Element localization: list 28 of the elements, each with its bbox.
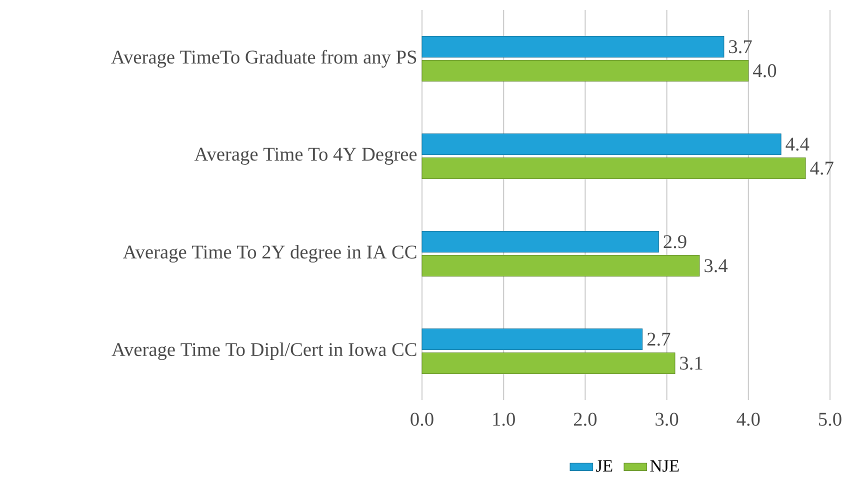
- data-label: 4.4: [786, 138, 810, 151]
- bar: [422, 254, 700, 277]
- x-tick-label: 4.0: [736, 412, 760, 426]
- data-label: 3.7: [729, 40, 752, 54]
- x-tick-label: 1.0: [493, 412, 515, 426]
- y-tick-label: Average Time To 2Y degree in IA CC: [122, 244, 416, 263]
- data-label: 4.7: [810, 162, 834, 175]
- data-label: 3.4: [704, 259, 728, 272]
- bar: [422, 133, 782, 156]
- data-label: 2.7: [647, 332, 670, 346]
- bar: [422, 230, 659, 253]
- bar: [422, 60, 749, 82]
- legend-label: NJE: [650, 460, 679, 472]
- y-tick-label: Average TimeTo Graduate from any PS: [111, 50, 416, 68]
- x-tick-label: 3.0: [656, 412, 678, 426]
- legend-label: JE: [596, 460, 612, 472]
- x-tick-label: 2.0: [574, 412, 597, 426]
- data-label: 4.0: [753, 64, 776, 78]
- bar: [422, 352, 676, 374]
- y-tick-label: Average Time To Dipl/Cert in Iowa CC: [112, 342, 416, 360]
- data-label: 3.1: [680, 356, 702, 370]
- bar: [422, 328, 643, 350]
- bar: [422, 157, 806, 180]
- x-tick-label: 0.0: [410, 412, 434, 426]
- y-tick-label: Average Time To 4Y Degree: [194, 148, 417, 165]
- data-label: 2.9: [664, 235, 686, 248]
- bar: [422, 36, 724, 58]
- x-tick-label: 5.0: [819, 412, 842, 426]
